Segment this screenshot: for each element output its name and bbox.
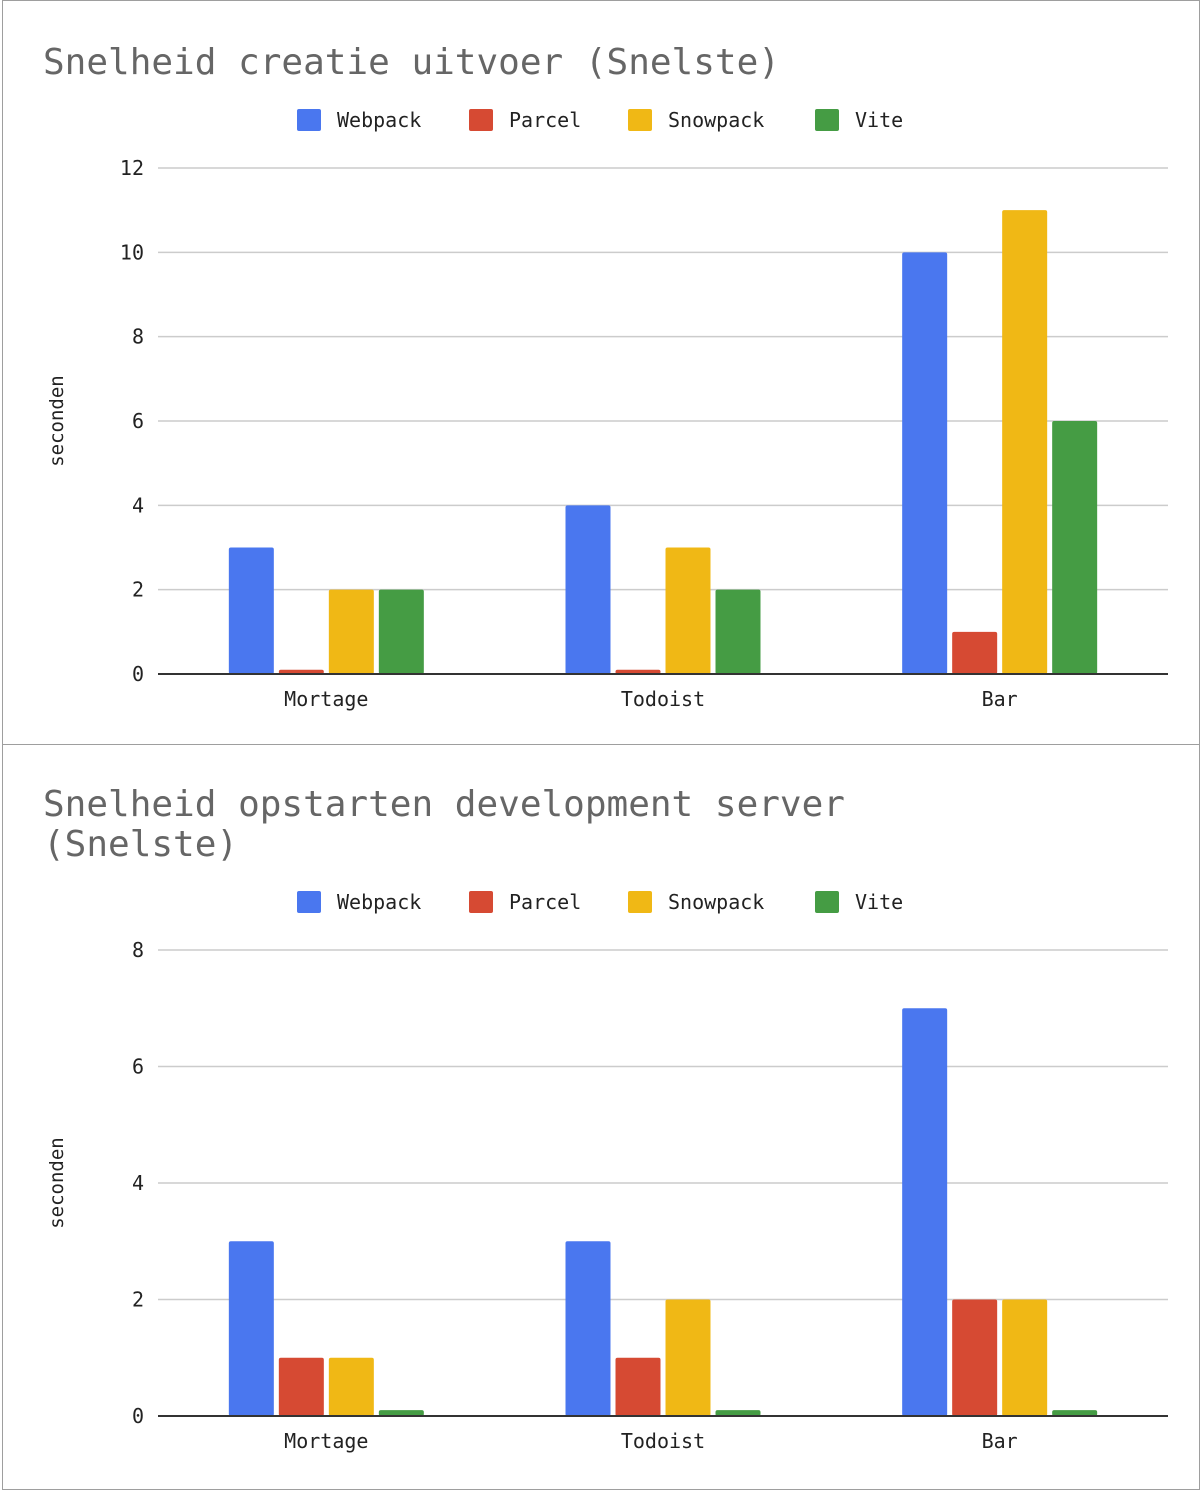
legend-swatch — [628, 109, 652, 131]
bar-parcel[interactable] — [952, 631, 998, 674]
bar-parcel[interactable] — [278, 1357, 324, 1416]
legend-label: Vite — [855, 890, 903, 914]
bar-snowpack[interactable] — [1002, 1299, 1048, 1417]
chart-panel-build-speed[interactable]: Snelheid creatie uitvoer (Snelste) Webpa… — [2, 0, 1200, 745]
y-tick-label: 2 — [132, 578, 144, 602]
y-tick-label: 4 — [132, 1171, 144, 1195]
bar-snowpack[interactable] — [665, 547, 711, 675]
chart-title: Snelheid opstarten development server (S… — [43, 784, 845, 865]
x-tick-label: Mortage — [284, 1429, 368, 1453]
y-tick-label: 6 — [132, 409, 144, 433]
chart-plot-area: Webpack Parcel Snowpack Vite 0 2 4 6 8 seconden Mo… — [46, 890, 1168, 1453]
x-tick-label: Todoist — [621, 1429, 705, 1453]
y-tick-label: 8 — [132, 325, 144, 349]
bar-webpack[interactable] — [228, 1241, 274, 1416]
bar-vite[interactable] — [715, 1410, 761, 1416]
legend-label: Parcel — [509, 890, 581, 914]
legend-item[interactable]: Vite — [815, 890, 903, 914]
bar-snowpack[interactable] — [665, 1299, 711, 1417]
x-tick-label: Bar — [982, 1429, 1018, 1453]
legend-swatch — [815, 891, 839, 913]
y-tick-label: 4 — [132, 493, 144, 517]
chart-title: Snelheid creatie uitvoer (Snelste) — [43, 42, 780, 83]
y-axis-label: seconden — [46, 1137, 68, 1229]
chart-plot-area: Webpack Parcel Snowpack Vite 0 2 4 6 8 10 12 second… — [46, 108, 1168, 711]
bar-webpack[interactable] — [902, 1008, 948, 1416]
y-tick-label: 10 — [120, 240, 144, 264]
legend-swatch — [297, 109, 321, 131]
legend-label: Vite — [855, 108, 903, 132]
y-tick-label: 6 — [132, 1055, 144, 1079]
y-axis-label: seconden — [46, 375, 68, 467]
bar-snowpack[interactable] — [1002, 210, 1048, 674]
legend-swatch — [469, 891, 493, 913]
bar-parcel[interactable] — [615, 669, 661, 674]
legend-item[interactable]: Parcel — [469, 890, 581, 914]
legend-item[interactable]: Parcel — [469, 108, 581, 132]
legend-item[interactable]: Snowpack — [628, 890, 764, 914]
legend-label: Webpack — [337, 890, 421, 914]
bar-vite[interactable] — [378, 1410, 424, 1416]
bar-snowpack[interactable] — [328, 1357, 374, 1416]
bar-parcel[interactable] — [615, 1357, 661, 1416]
x-tick-label: Todoist — [621, 687, 705, 711]
legend-label: Snowpack — [668, 890, 764, 914]
y-tick-label: 8 — [132, 938, 144, 962]
bar-webpack[interactable] — [902, 252, 948, 675]
chart-panel-dev-server-speed[interactable]: Snelheid opstarten development server (S… — [2, 744, 1200, 1490]
bar-vite[interactable] — [378, 589, 424, 674]
bar-vite[interactable] — [1052, 1410, 1098, 1416]
bar-vite[interactable] — [715, 589, 761, 674]
y-tick-label: 0 — [132, 662, 144, 686]
legend-item[interactable]: Snowpack — [628, 108, 764, 132]
y-tick-label: 12 — [120, 156, 144, 180]
legend-swatch — [815, 109, 839, 131]
x-tick-label: Bar — [982, 687, 1018, 711]
legend-label: Snowpack — [668, 108, 764, 132]
y-tick-label: 2 — [132, 1288, 144, 1312]
legend-label: Parcel — [509, 108, 581, 132]
bar-webpack[interactable] — [228, 547, 274, 675]
legend-swatch — [469, 109, 493, 131]
x-tick-label: Mortage — [284, 687, 368, 711]
bar-parcel[interactable] — [952, 1299, 998, 1417]
bar-vite[interactable] — [1052, 421, 1098, 674]
legend-item[interactable]: Webpack — [297, 108, 421, 132]
bar-snowpack[interactable] — [328, 589, 374, 674]
legend-swatch — [297, 891, 321, 913]
legend-item[interactable]: Vite — [815, 108, 903, 132]
bar-webpack[interactable] — [565, 505, 611, 674]
y-tick-label: 0 — [132, 1404, 144, 1428]
bar-webpack[interactable] — [565, 1241, 611, 1416]
legend-swatch — [628, 891, 652, 913]
legend-item[interactable]: Webpack — [297, 890, 421, 914]
legend-label: Webpack — [337, 108, 421, 132]
bar-parcel[interactable] — [278, 669, 324, 674]
